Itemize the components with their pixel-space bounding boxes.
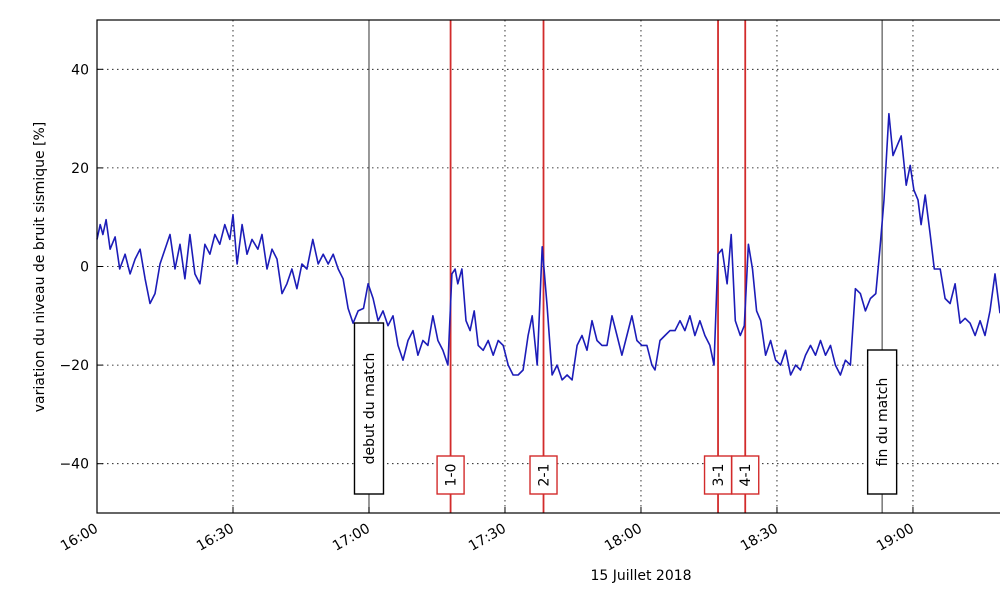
goal-annotation: 1-0 [436, 455, 465, 495]
event-lines [368, 20, 883, 513]
y-tick-label: −40 [59, 457, 89, 473]
axis-ticks: 40 20 0 −20 −40 16:00 16:30 17:00 17:30 18:00 18:3… [58, 62, 917, 554]
match-annotation: fin du match [866, 349, 898, 495]
annotation-label: debut du match [362, 353, 378, 465]
goal-annotation: 2-1 [529, 455, 558, 495]
x-tick-label: 16:30 [194, 521, 237, 555]
annotation-label: 4-1 [738, 464, 754, 487]
x-tick-label: 18:30 [738, 521, 781, 555]
x-axis-label: 15 Juillet 2018 [590, 568, 691, 584]
annotation-label: fin du match [875, 378, 891, 467]
x-tick-label: 16:00 [58, 521, 101, 555]
annotation-label: 3-1 [711, 464, 727, 487]
y-tick-label: 20 [71, 161, 89, 177]
x-tick-label: 19:00 [874, 521, 917, 555]
y-tick-label: 0 [80, 260, 89, 276]
x-tick-label: 18:00 [602, 521, 645, 555]
y-tick-label: −20 [59, 358, 89, 374]
event-labels: debut du match 1-0 2-1 3-1 4-1 fin du match [353, 322, 898, 495]
annotation-box [436, 455, 465, 495]
series-line [96, 112, 1000, 381]
goal-annotation: 4-1 [731, 455, 760, 495]
x-tick-label: 17:30 [466, 521, 509, 555]
goal-annotation: 3-1 [703, 455, 733, 495]
annotation-label: 1-0 [444, 464, 460, 487]
x-tick-label: 17:00 [330, 521, 373, 555]
annotation-label: 2-1 [537, 464, 553, 487]
annotation-box [529, 455, 558, 495]
grid [96, 20, 1000, 513]
annotation-box [731, 455, 760, 495]
annotation-box [866, 349, 898, 495]
match-annotation: debut du match [353, 322, 385, 495]
y-axis-label: variation du niveau de bruit sismique [%… [32, 122, 48, 412]
y-tick-label: 40 [71, 62, 89, 78]
annotation-box [353, 322, 385, 495]
